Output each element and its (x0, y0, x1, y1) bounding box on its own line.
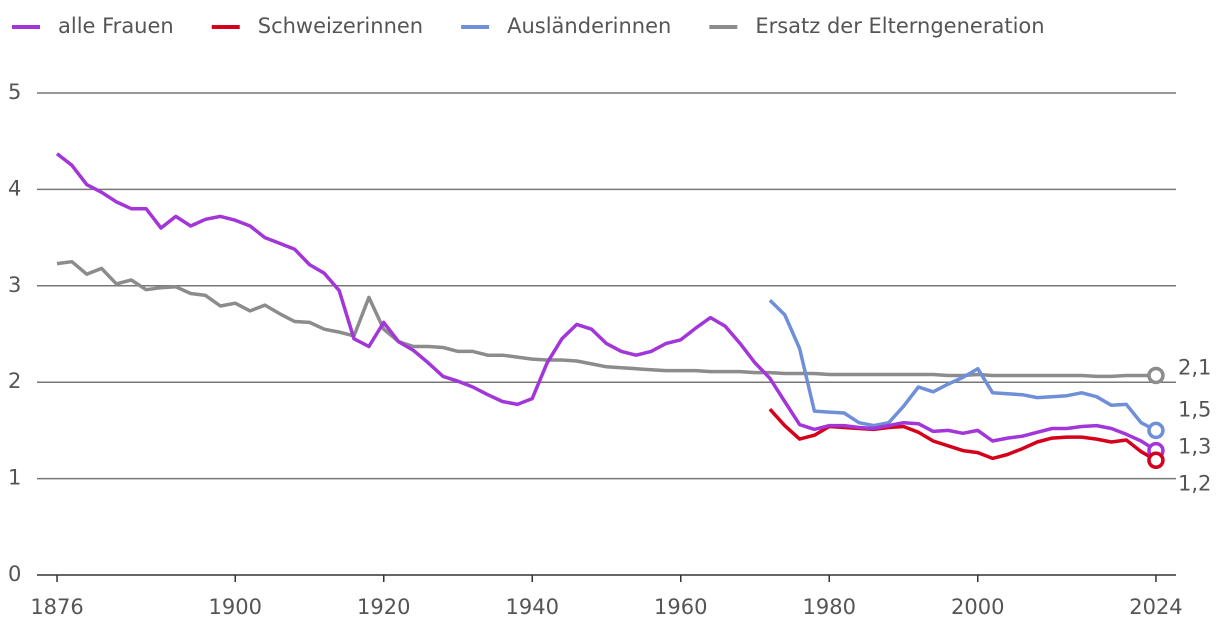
y-tick-label: 0 (8, 562, 21, 586)
y-tick-label: 1 (8, 466, 21, 490)
end-marker (1147, 451, 1165, 470)
y-tick-label: 5 (8, 80, 21, 104)
x-tick-label: 1920 (357, 595, 410, 619)
x-tick-label: 1900 (209, 595, 262, 619)
end-marker (1147, 421, 1165, 440)
end-marker (1147, 366, 1165, 385)
y-tick-label: 3 (8, 273, 21, 297)
legend-label: Ausländerinnen (507, 14, 671, 38)
x-tick-label: 1876 (30, 595, 83, 619)
series-line (55, 152, 1157, 453)
x-tick-label: 1940 (506, 595, 559, 619)
end-label: 2,1 (1178, 355, 1211, 379)
series-line (768, 299, 1157, 432)
x-tick-label: 1980 (803, 595, 856, 619)
legend-label: Ersatz der Elterngeneration (755, 14, 1044, 38)
series-line (56, 259, 1156, 379)
x-tick-label: 1960 (654, 595, 707, 619)
end-label: 1,5 (1178, 397, 1211, 421)
end-label: 1,3 (1178, 435, 1211, 459)
end-label: 1,2 (1178, 471, 1211, 495)
y-tick-label: 2 (8, 369, 21, 393)
x-tick-label: 2024 (1129, 595, 1182, 619)
legend-label: alle Frauen (58, 14, 174, 38)
x-tick-label: 2000 (951, 595, 1004, 619)
y-tick-label: 4 (8, 176, 21, 200)
legend-label: Schweizerinnen (258, 14, 423, 38)
